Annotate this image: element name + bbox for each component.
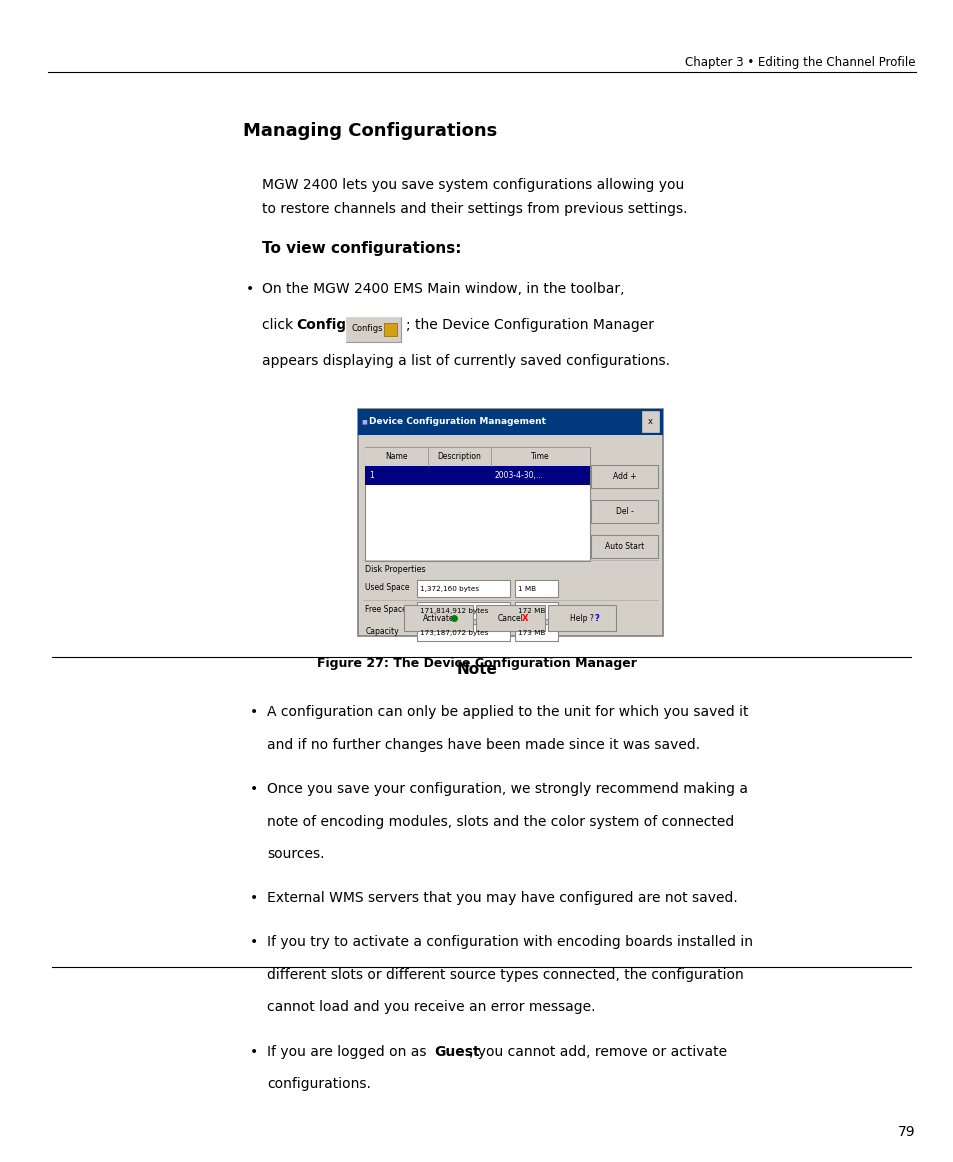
Text: Description: Description — [437, 452, 481, 461]
FancyBboxPatch shape — [641, 411, 659, 432]
Text: •: • — [250, 935, 258, 949]
Text: •: • — [250, 705, 258, 719]
Text: •: • — [246, 282, 254, 296]
Text: 1 MB: 1 MB — [517, 586, 536, 591]
FancyBboxPatch shape — [476, 605, 544, 631]
Text: 172 MB: 172 MB — [517, 608, 545, 614]
Text: different slots or different source types connected, the configuration: different slots or different source type… — [267, 968, 743, 982]
FancyBboxPatch shape — [591, 465, 658, 488]
FancyBboxPatch shape — [515, 602, 558, 619]
Text: To view configurations:: To view configurations: — [262, 241, 461, 256]
Text: , you cannot add, remove or activate: , you cannot add, remove or activate — [469, 1045, 726, 1059]
Text: click: click — [262, 318, 297, 332]
Text: Chapter 3 • Editing the Channel Profile: Chapter 3 • Editing the Channel Profile — [684, 56, 915, 69]
Text: Help ?: Help ? — [569, 614, 594, 623]
Text: to restore channels and their settings from previous settings.: to restore channels and their settings f… — [262, 202, 687, 216]
Text: 2003-4-30,...: 2003-4-30,... — [495, 471, 543, 480]
Text: Used Space: Used Space — [365, 583, 410, 593]
Text: X: X — [521, 614, 528, 623]
Text: Configs: Configs — [296, 318, 355, 332]
FancyBboxPatch shape — [591, 535, 658, 558]
FancyBboxPatch shape — [404, 605, 473, 631]
Text: 1,372,160 bytes: 1,372,160 bytes — [419, 586, 478, 591]
FancyBboxPatch shape — [357, 409, 662, 435]
Text: External WMS servers that you may have configured are not saved.: External WMS servers that you may have c… — [267, 891, 737, 905]
FancyBboxPatch shape — [365, 447, 589, 466]
Text: Device Configuration Management: Device Configuration Management — [369, 417, 546, 426]
Text: If you try to activate a configuration with encoding boards installed in: If you try to activate a configuration w… — [267, 935, 752, 949]
Text: Cancel: Cancel — [497, 614, 523, 623]
Text: sources.: sources. — [267, 847, 324, 861]
Text: Add +: Add + — [613, 472, 636, 481]
Text: Time: Time — [531, 452, 549, 461]
Text: Note: Note — [456, 662, 497, 677]
Text: Capacity: Capacity — [365, 627, 398, 637]
Text: Del -: Del - — [616, 507, 633, 516]
FancyBboxPatch shape — [416, 602, 510, 619]
Text: Available Device Configurations: Available Device Configurations — [365, 449, 499, 458]
Text: Activate: Activate — [422, 614, 455, 623]
FancyBboxPatch shape — [547, 605, 616, 631]
FancyBboxPatch shape — [365, 447, 589, 561]
Text: Managing Configurations: Managing Configurations — [243, 122, 497, 139]
Text: 173,187,072 bytes: 173,187,072 bytes — [419, 630, 488, 636]
Text: Once you save your configuration, we strongly recommend making a: Once you save your configuration, we str… — [267, 782, 747, 796]
Text: cannot load and you receive an error message.: cannot load and you receive an error mes… — [267, 1000, 595, 1014]
Text: •: • — [250, 782, 258, 796]
Text: If you are logged on as: If you are logged on as — [267, 1045, 431, 1059]
FancyBboxPatch shape — [416, 580, 510, 597]
Text: •: • — [250, 1045, 258, 1059]
Text: Figure 27: The Device Configuration Manager: Figure 27: The Device Configuration Mana… — [316, 657, 637, 669]
Text: •: • — [250, 891, 258, 905]
Text: Auto Start: Auto Start — [604, 541, 644, 551]
Text: and if no further changes have been made since it was saved.: and if no further changes have been made… — [267, 738, 700, 752]
Text: Disk Properties: Disk Properties — [365, 565, 426, 574]
Text: ◼: ◼ — [361, 418, 367, 425]
Text: note of encoding modules, slots and the color system of connected: note of encoding modules, slots and the … — [267, 815, 734, 829]
Text: Guest: Guest — [434, 1045, 479, 1059]
Text: 171,814,912 bytes: 171,814,912 bytes — [419, 608, 488, 614]
Text: 79: 79 — [898, 1125, 915, 1139]
Text: A configuration can only be applied to the unit for which you saved it: A configuration can only be applied to t… — [267, 705, 748, 719]
Text: Name: Name — [385, 452, 408, 461]
Text: Configs: Configs — [351, 324, 382, 333]
FancyBboxPatch shape — [515, 580, 558, 597]
Text: x: x — [647, 417, 653, 426]
FancyBboxPatch shape — [345, 316, 400, 342]
FancyBboxPatch shape — [416, 624, 510, 641]
Text: ?: ? — [594, 614, 598, 623]
Text: 1: 1 — [369, 471, 374, 480]
Text: MGW 2400 lets you save system configurations allowing you: MGW 2400 lets you save system configurat… — [262, 178, 684, 192]
FancyBboxPatch shape — [365, 466, 589, 485]
Text: appears displaying a list of currently saved configurations.: appears displaying a list of currently s… — [262, 354, 670, 368]
FancyBboxPatch shape — [515, 624, 558, 641]
Text: On the MGW 2400 EMS Main window, in the toolbar,: On the MGW 2400 EMS Main window, in the … — [262, 282, 624, 296]
Text: 173 MB: 173 MB — [517, 630, 545, 636]
Text: configurations.: configurations. — [267, 1077, 371, 1091]
FancyBboxPatch shape — [383, 323, 396, 336]
FancyBboxPatch shape — [357, 409, 662, 636]
Text: Free Space: Free Space — [365, 605, 407, 615]
Text: ; the Device Configuration Manager: ; the Device Configuration Manager — [406, 318, 654, 332]
FancyBboxPatch shape — [591, 500, 658, 523]
